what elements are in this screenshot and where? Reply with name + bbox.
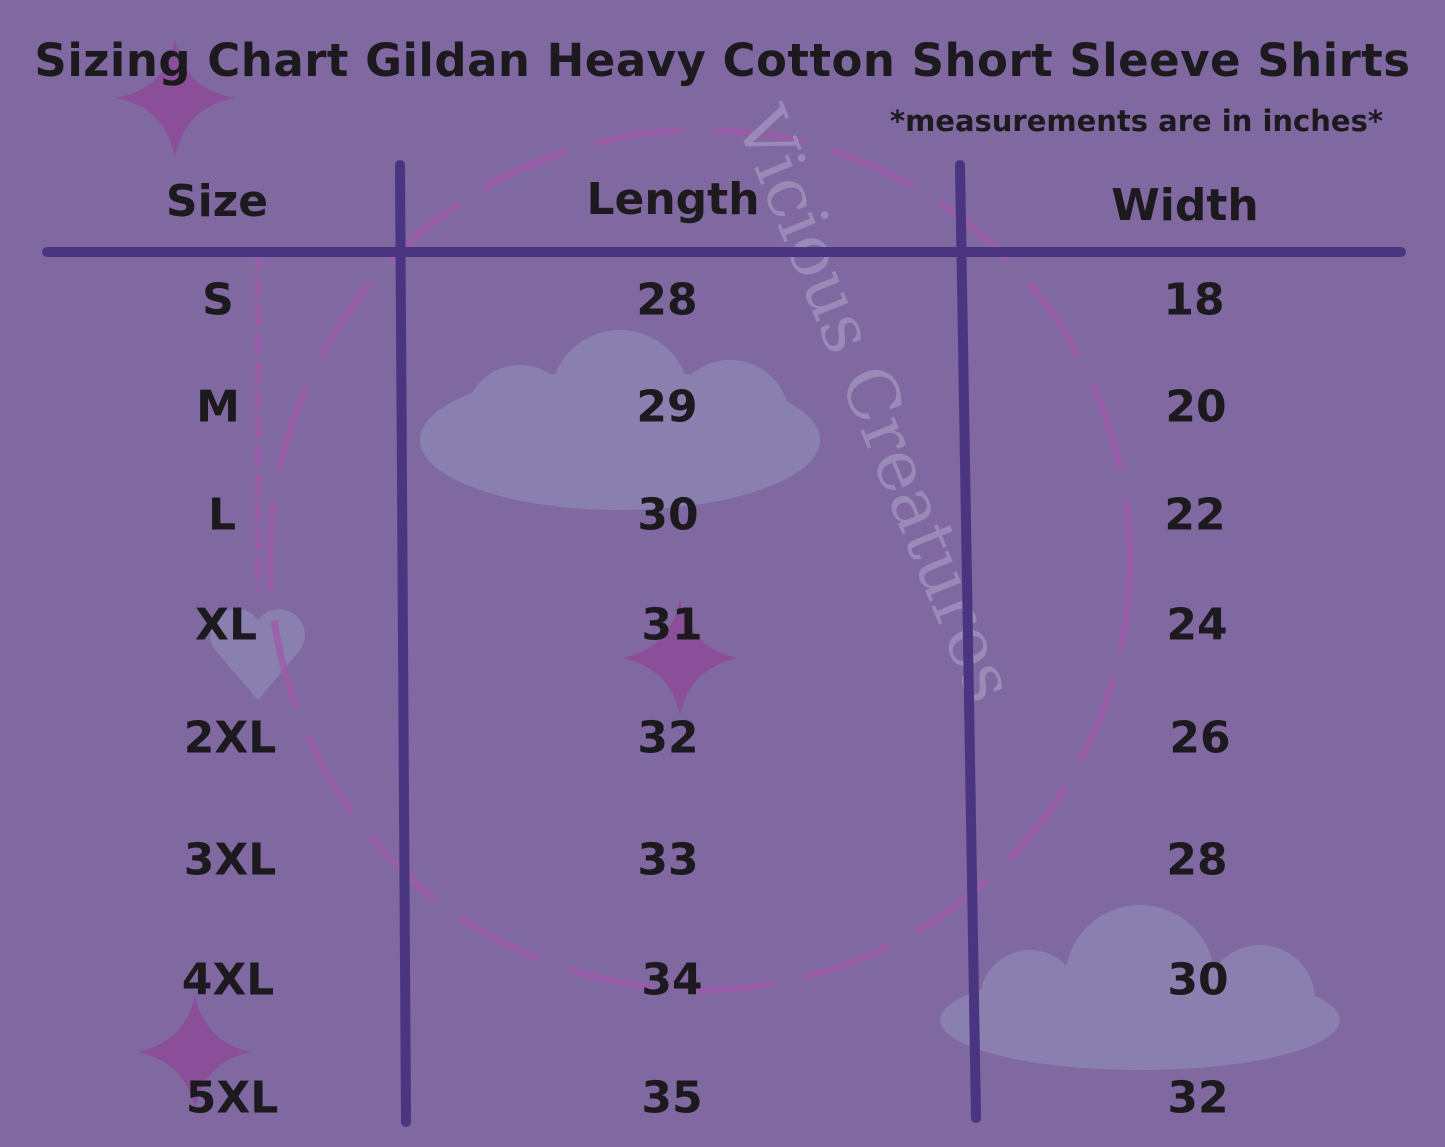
header-width: Width <box>1111 180 1259 231</box>
cloud-icon <box>940 905 1340 1070</box>
size-cell: S <box>202 274 234 326</box>
sparkle-icon <box>622 600 738 715</box>
length-cell: 29 <box>636 381 698 433</box>
length-cell: 30 <box>637 489 699 541</box>
width-cell: 18 <box>1163 274 1225 326</box>
length-cell: 35 <box>641 1072 703 1124</box>
header-length: Length <box>586 174 760 225</box>
width-cell: 28 <box>1166 834 1228 886</box>
column-divider <box>395 160 411 1127</box>
cloud-icon <box>420 330 820 510</box>
length-cell: 33 <box>637 834 699 886</box>
length-cell: 28 <box>636 274 698 326</box>
width-cell: 32 <box>1167 1072 1229 1124</box>
width-cell: 24 <box>1166 599 1228 651</box>
column-divider <box>955 160 981 1123</box>
width-cell: 22 <box>1164 489 1226 541</box>
bone-ring-decoration <box>266 126 1134 994</box>
length-cell: 34 <box>641 954 703 1006</box>
units-note: *measurements are in inches* <box>889 104 1383 138</box>
size-cell: 5XL <box>185 1072 279 1124</box>
size-cell: XL <box>195 599 257 651</box>
sparkle-icon <box>115 40 235 158</box>
size-cell: 4XL <box>181 954 275 1006</box>
size-cell: M <box>196 381 240 433</box>
size-cell: 2XL <box>183 712 277 764</box>
size-cell: 3XL <box>183 834 277 886</box>
sparkle-icon <box>138 995 250 1108</box>
width-cell: 30 <box>1167 954 1229 1006</box>
heart-icon <box>210 608 305 700</box>
header-size: Size <box>165 176 269 227</box>
width-cell: 20 <box>1165 381 1227 433</box>
length-cell: 31 <box>641 599 703 651</box>
page-title: Sizing Chart Gildan Heavy Cotton Short S… <box>34 34 1411 87</box>
width-cell: 26 <box>1169 712 1231 764</box>
size-cell: L <box>207 489 237 541</box>
length-cell: 32 <box>637 712 699 764</box>
